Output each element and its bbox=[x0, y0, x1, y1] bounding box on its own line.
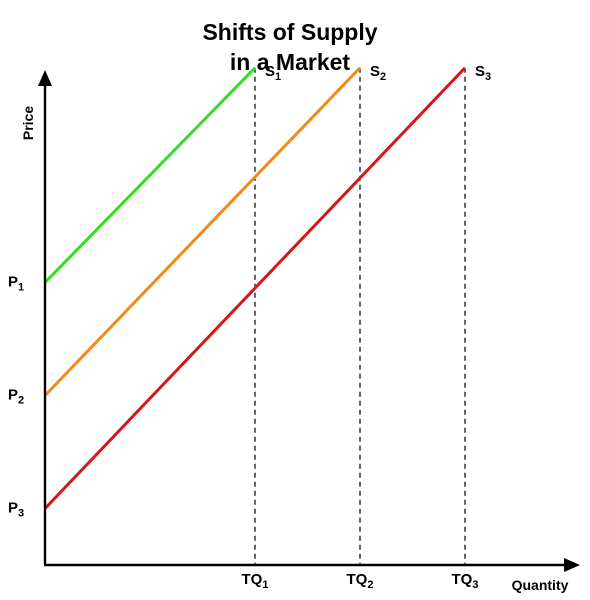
y-tick-p2-subscript: 2 bbox=[18, 395, 24, 407]
x-tick-tq1: TQ1 bbox=[242, 571, 269, 591]
y-tick-p1: P1 bbox=[8, 274, 24, 294]
x-tick-tq3: TQ3 bbox=[452, 571, 479, 591]
x-tick-tq3-subscript: 3 bbox=[472, 579, 478, 591]
x-tick-tq1-subscript: 1 bbox=[262, 579, 268, 591]
supply-curve-s2 bbox=[43, 66, 362, 397]
y-tick-p3-base: P bbox=[8, 500, 18, 517]
supply-curve-s3 bbox=[43, 66, 467, 510]
series-label-base: S bbox=[475, 63, 485, 80]
chart-title: Shifts of Supply in a Market bbox=[202, 19, 377, 75]
series-label-subscript: 1 bbox=[275, 71, 281, 83]
x-tick-tq2-subscript: 2 bbox=[367, 579, 373, 591]
supply-curves bbox=[43, 66, 467, 510]
axes bbox=[38, 70, 580, 572]
series-label-s1: S1 bbox=[265, 63, 281, 83]
x-tick-tq2-base: TQ bbox=[347, 571, 368, 588]
x-tick-tq1-base: TQ bbox=[242, 571, 263, 588]
chart-title-line-1: Shifts of Supply bbox=[202, 19, 377, 45]
y-tick-p1-subscript: 1 bbox=[18, 282, 24, 294]
guide-lines bbox=[254, 67, 466, 565]
y-axis-arrow-icon bbox=[38, 70, 52, 86]
y-tick-p2: P2 bbox=[8, 387, 24, 407]
y-axis-label: Price bbox=[20, 106, 36, 140]
x-tick-tq2: TQ2 bbox=[347, 571, 374, 591]
y-tick-p3-subscript: 3 bbox=[18, 508, 24, 520]
series-label-s3: S3 bbox=[475, 63, 491, 83]
x-tick-tq3-base: TQ bbox=[452, 571, 473, 588]
series-labels: S1 S2 S3 bbox=[265, 63, 491, 83]
x-axis-label: Quantity bbox=[512, 577, 569, 593]
supply-curve-s1 bbox=[43, 66, 257, 284]
y-tick-p2-base: P bbox=[8, 387, 18, 404]
chart-title-line-2: in a Market bbox=[230, 49, 350, 75]
series-label-base: S bbox=[265, 63, 275, 80]
series-label-subscript: 2 bbox=[380, 71, 386, 83]
y-tick-p1-base: P bbox=[8, 274, 18, 291]
y-tick-p3: P3 bbox=[8, 500, 24, 520]
series-label-base: S bbox=[370, 63, 380, 80]
series-label-s2: S2 bbox=[370, 63, 386, 83]
series-label-subscript: 3 bbox=[485, 71, 491, 83]
x-axis-arrow-icon bbox=[564, 558, 580, 572]
